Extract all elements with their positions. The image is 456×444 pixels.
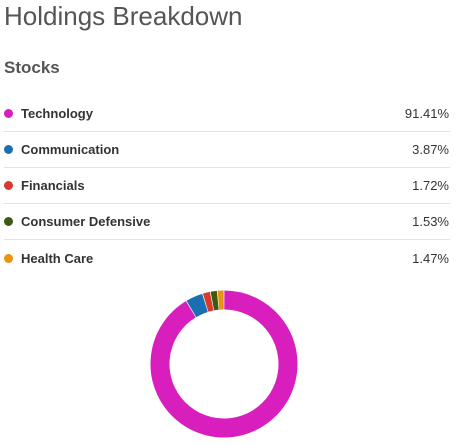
donut-slice-communication [191, 303, 205, 309]
donut-slice-technology [160, 300, 288, 428]
sector-percentage: 1.53% [412, 214, 449, 229]
page-title: Holdings Breakdown [4, 0, 242, 32]
legend-dot-icon [4, 181, 13, 190]
sector-name: Communication [21, 142, 412, 157]
donut-chart [150, 289, 298, 439]
legend-dot-icon [4, 254, 13, 263]
sector-name: Financials [21, 178, 412, 193]
legend-dot-icon [4, 109, 13, 118]
holding-row-financials: Financials 1.72% [4, 168, 450, 204]
legend-dot-icon [4, 217, 13, 226]
sector-name: Technology [21, 106, 405, 121]
sector-percentage: 1.47% [412, 251, 449, 266]
holding-row-communication: Communication 3.87% [4, 132, 450, 168]
holding-row-technology: Technology 91.41% [4, 96, 450, 132]
donut-slice-financials [206, 301, 212, 302]
legend-dot-icon [4, 145, 13, 154]
sector-percentage: 3.87% [412, 142, 449, 157]
donut-chart-svg [150, 289, 298, 439]
donut-slice-consumer-defensive [212, 300, 217, 301]
sector-percentage: 91.41% [405, 106, 449, 121]
holding-row-consumer-defensive: Consumer Defensive 1.53% [4, 204, 450, 240]
section-title-stocks: Stocks [4, 57, 60, 79]
holding-row-health-care: Health Care 1.47% [4, 240, 450, 276]
sector-name: Health Care [21, 251, 412, 266]
sector-name: Consumer Defensive [21, 214, 412, 229]
holdings-list: Technology 91.41% Communication 3.87% Fi… [4, 96, 450, 276]
sector-percentage: 1.72% [412, 178, 449, 193]
